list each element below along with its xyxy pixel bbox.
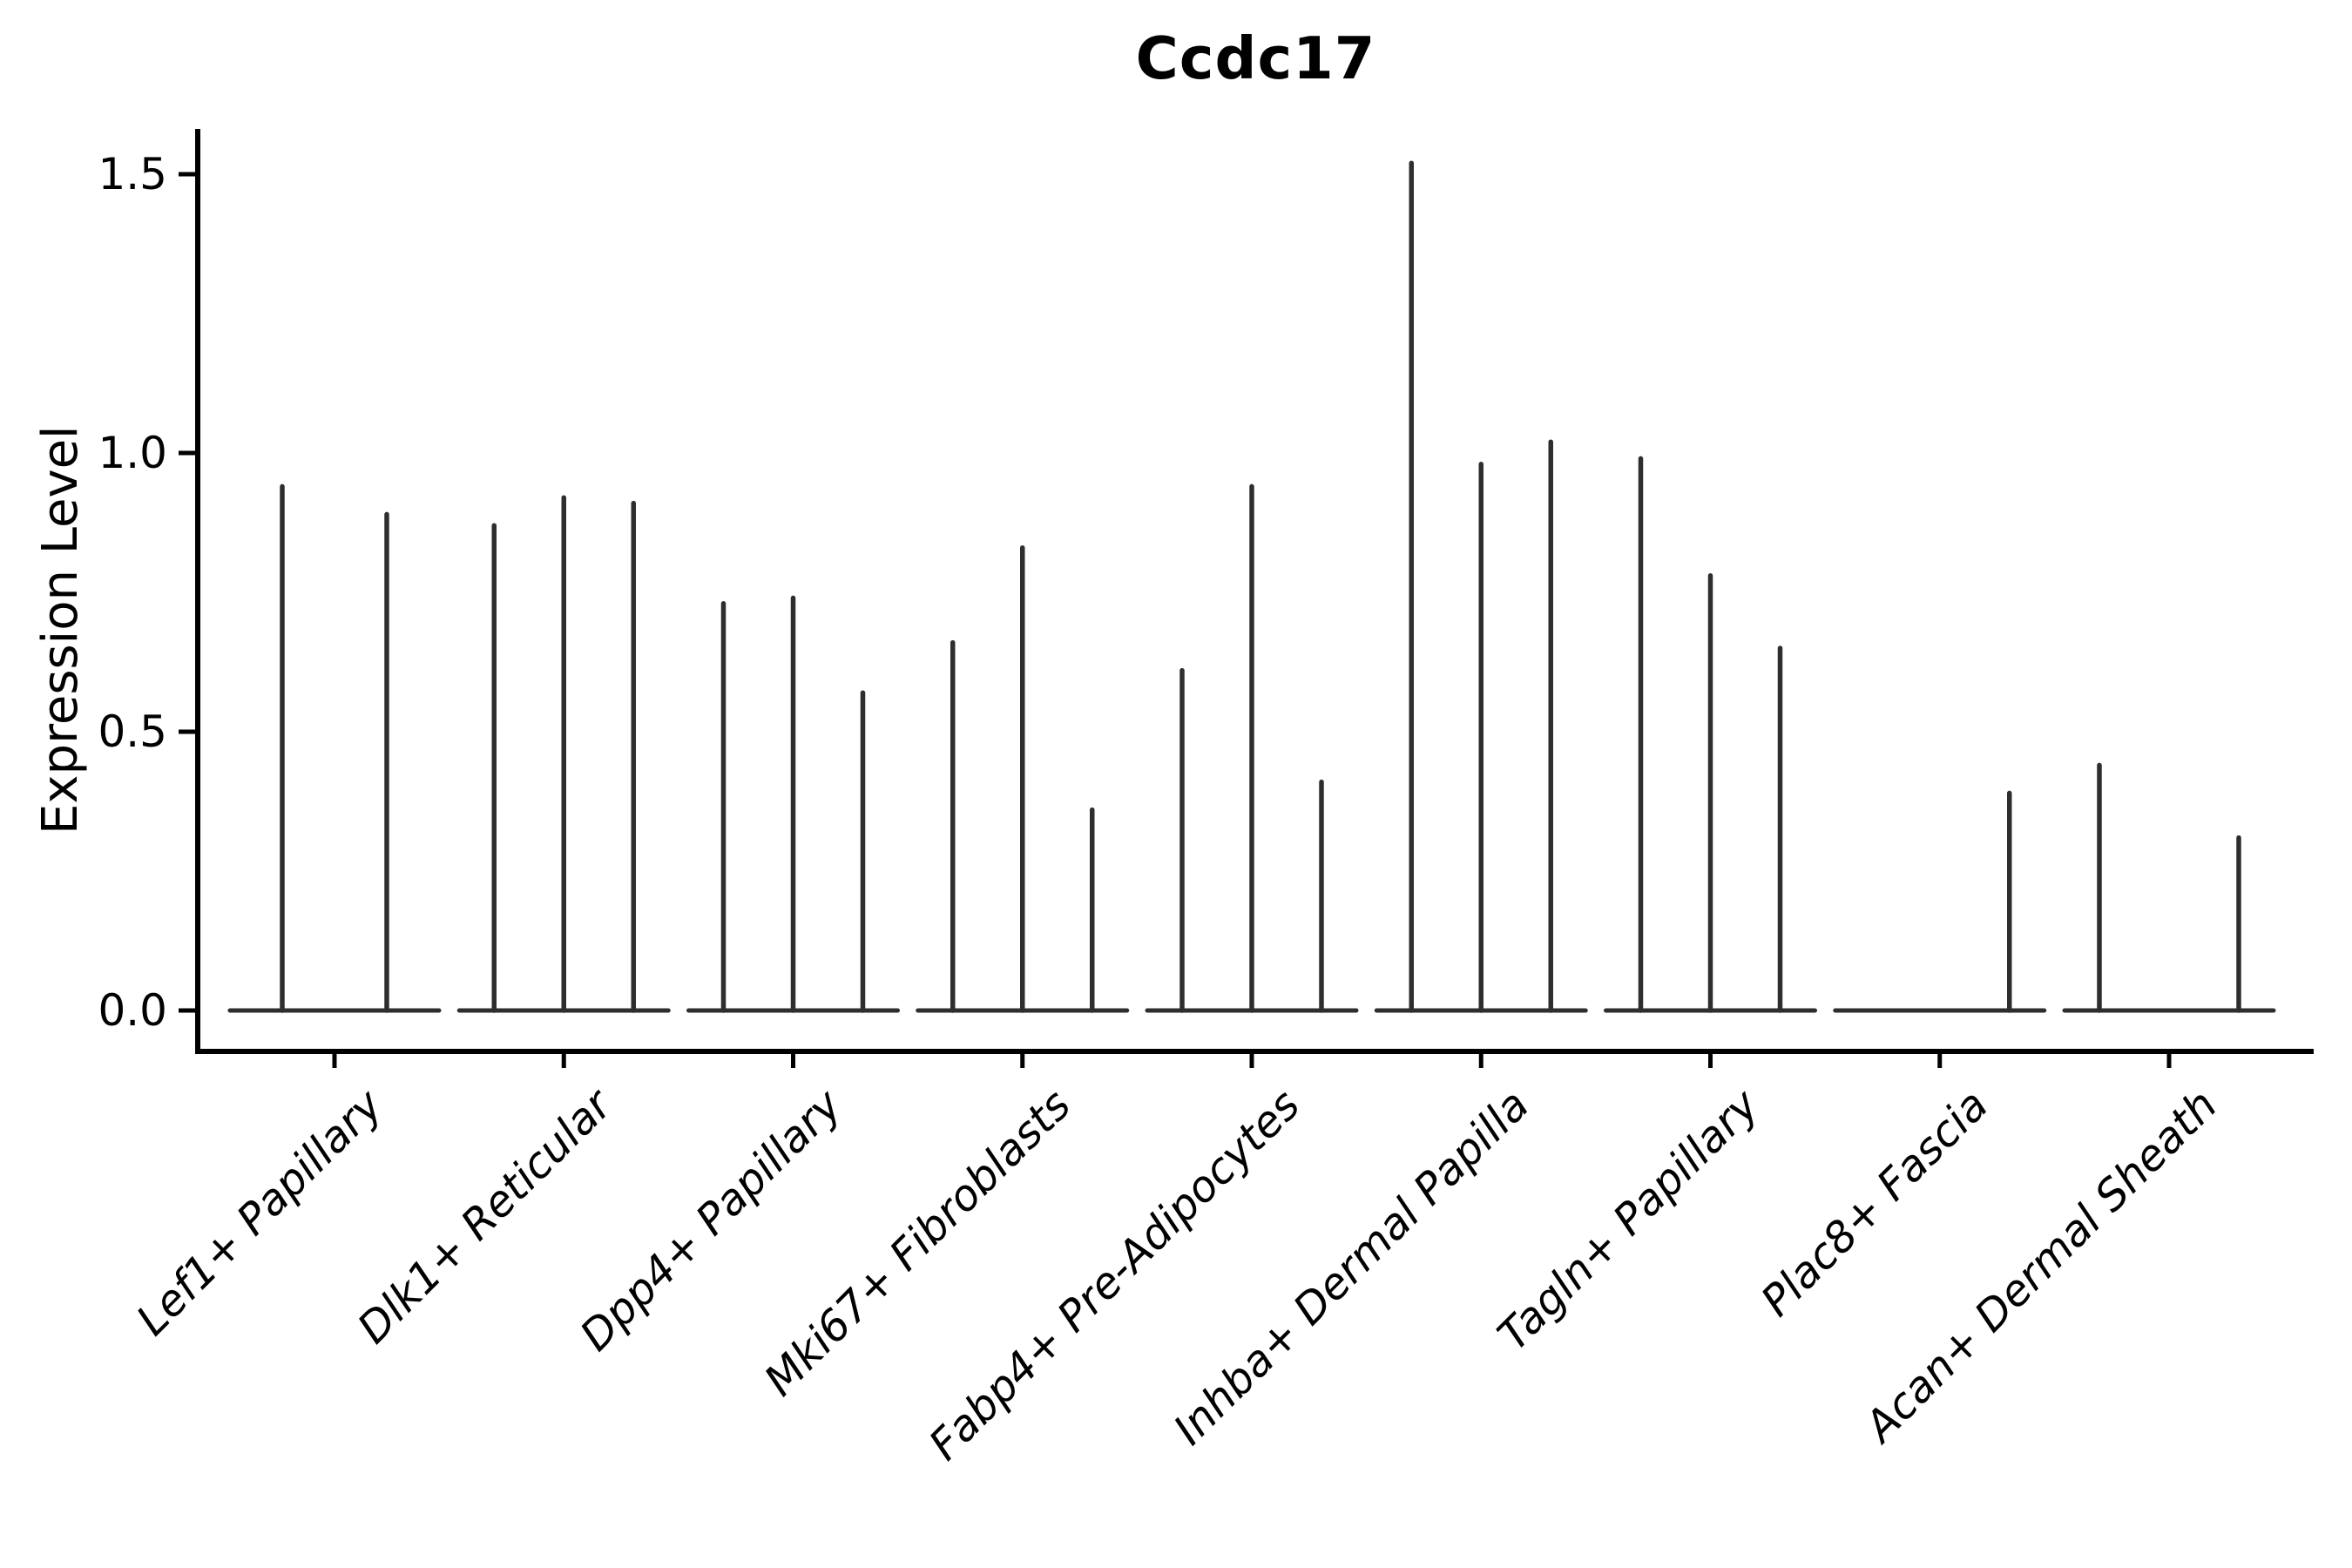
plot-title: Ccdc17 — [1135, 24, 1376, 92]
axes-spines — [195, 129, 2314, 1054]
y-tick-label-0.5: 0.5 — [98, 706, 167, 757]
y-tick-label-1.5: 1.5 — [98, 149, 167, 199]
y-tick-label-1.0: 1.0 — [98, 428, 167, 478]
y-tick-label-0.0: 0.0 — [98, 985, 167, 1036]
